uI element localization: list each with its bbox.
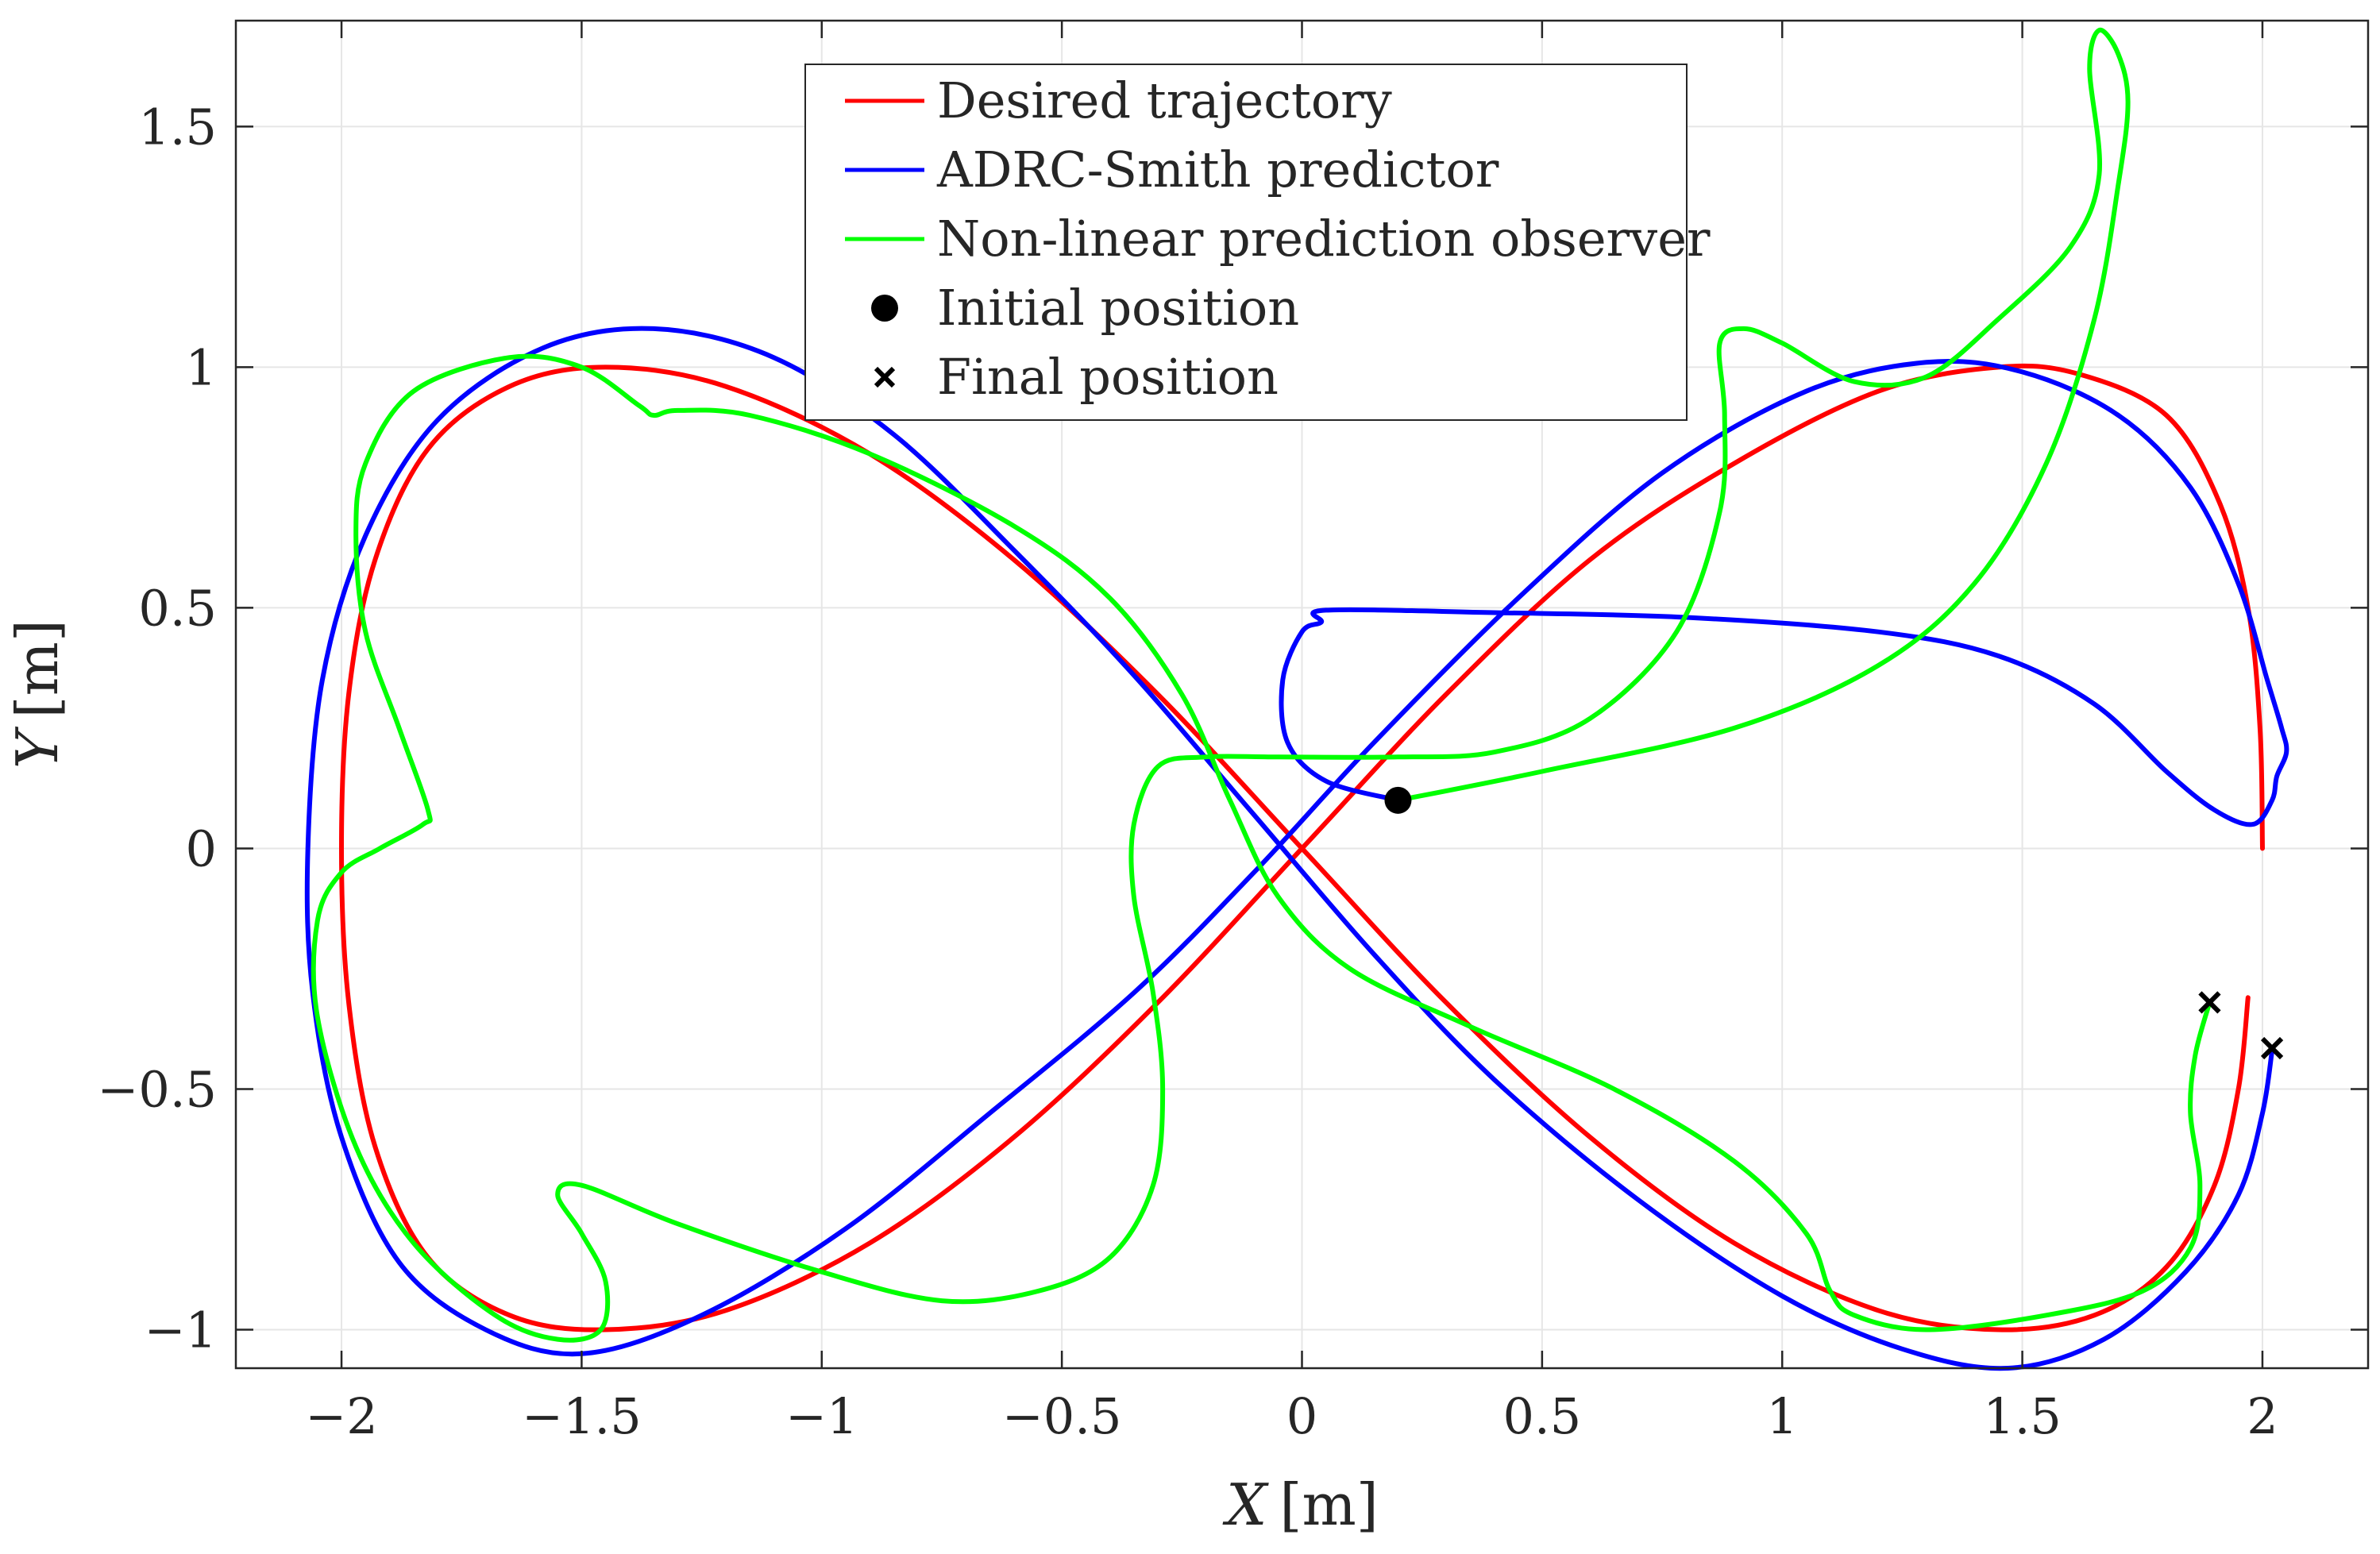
x-tick-label: 2 [2247, 1387, 2278, 1445]
y-tick-label: 0 [186, 819, 217, 877]
x-tick-label: 0.5 [1503, 1387, 1582, 1445]
y-axis-unit: [m] [4, 619, 71, 718]
legend-label-adrc: ADRC-Smith predictor [936, 141, 1499, 199]
x-axis-ticks: −2 −1.5 −1 −0.5 0 0.5 1 1.5 2 [305, 21, 2278, 1445]
y-tick-label: 0.5 [138, 579, 217, 637]
final-position-marker [2260, 1036, 2284, 1060]
y-axis-label: Y [m] [4, 619, 71, 769]
legend-marker-final [874, 366, 896, 388]
legend-box [804, 64, 1688, 421]
legend-label-desired: Desired trajectory [937, 71, 1392, 129]
x-tick-label: 1 [1767, 1387, 1798, 1445]
legend-label-observer: Non-linear prediction observer [937, 210, 1711, 268]
legend-label-initial: Initial position [937, 279, 1299, 337]
x-tick-label: −1 [785, 1387, 858, 1445]
series-layer [304, 27, 2289, 1371]
y-tick-label: 1 [186, 338, 217, 396]
x-tick-label: −2 [305, 1387, 377, 1445]
legend: Desired trajectory ADRC-Smith predictor … [804, 64, 1711, 421]
legend-marker-initial [871, 295, 898, 322]
x-axis-variable: X [1222, 1471, 1269, 1538]
marker-layer [1384, 786, 2284, 1060]
x-axis-unit: [m] [1279, 1471, 1378, 1538]
y-tick-label: 1.5 [138, 98, 217, 156]
final-position-marker [2198, 991, 2221, 1014]
y-tick-label: −0.5 [97, 1060, 217, 1118]
x-tick-label: 0 [1286, 1387, 1317, 1445]
y-tick-label: −1 [145, 1301, 217, 1359]
y-axis-ticks: −1 −0.5 0 0.5 1 1.5 [97, 98, 2368, 1359]
x-tick-label: −1.5 [522, 1387, 642, 1445]
x-axis-label: X [m] [1222, 1471, 1379, 1538]
initial-position-marker [1384, 786, 1412, 814]
series-adrc-smith [304, 326, 2289, 1371]
series-nonlinear-observer [311, 27, 2212, 1343]
legend-label-final: Final position [937, 348, 1279, 406]
series-desired-trajectory [339, 363, 2265, 1332]
x-tick-label: 1.5 [1983, 1387, 2062, 1445]
y-axis-variable: Y [4, 726, 71, 769]
x-tick-label: −0.5 [1002, 1387, 1122, 1445]
